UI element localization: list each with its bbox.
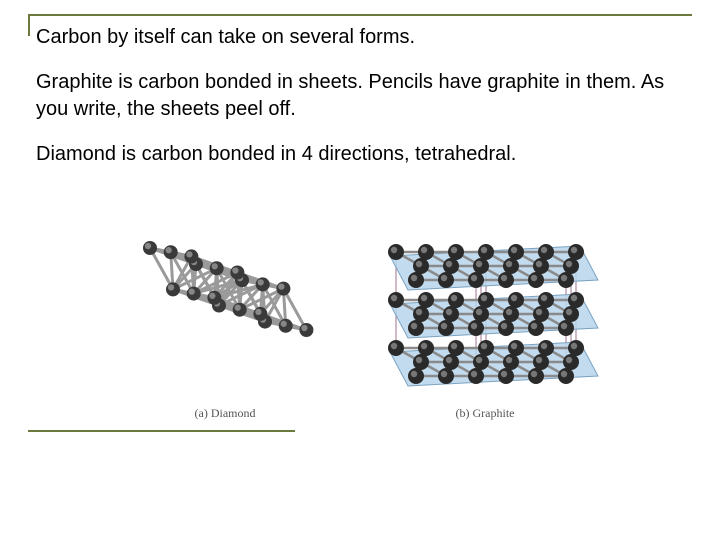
top-rule <box>28 14 692 16</box>
figure-graphite: (b) Graphite <box>370 218 600 421</box>
figures-row: (a) Diamond (b) Graphite <box>120 218 600 421</box>
slide-text: Carbon by itself can take on several for… <box>36 24 680 186</box>
para-1: Carbon by itself can take on several for… <box>36 24 680 51</box>
graphite-caption: (b) Graphite <box>456 406 515 421</box>
diamond-caption: (a) Diamond <box>195 406 256 421</box>
top-rule-tick <box>28 14 30 36</box>
para-2: Graphite is carbon bonded in sheets. Pen… <box>36 69 680 123</box>
diamond-structure <box>120 218 330 398</box>
figure-diamond: (a) Diamond <box>120 218 330 421</box>
para-3: Diamond is carbon bonded in 4 directions… <box>36 141 680 168</box>
bottom-rule <box>28 430 295 432</box>
graphite-structure <box>370 218 600 398</box>
